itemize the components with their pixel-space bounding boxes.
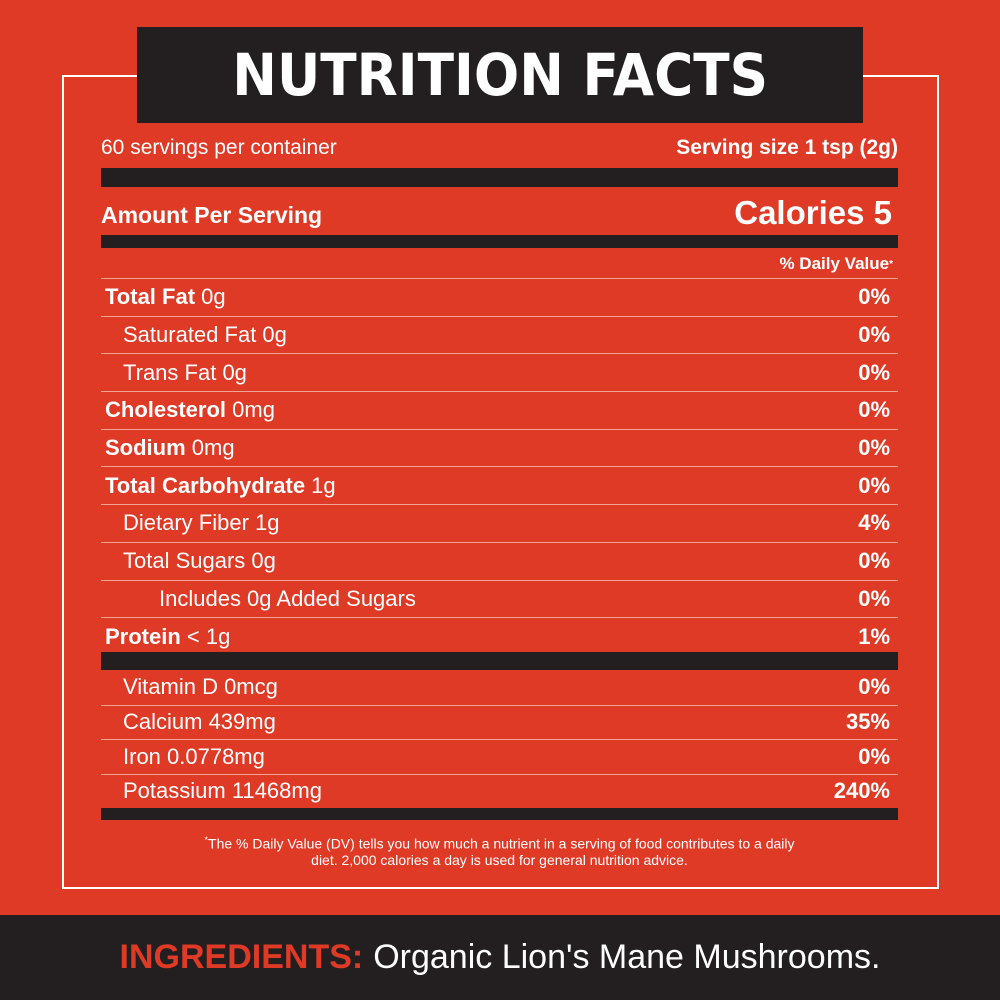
serving-info: 60 servings per container Serving size 1… (101, 132, 898, 164)
vitamin-row: Vitamin D 0mcg 0% (101, 670, 898, 705)
nutrient-row: Cholesterol 0mg 0% (101, 391, 898, 429)
daily-value-footnote: *The % Daily Value (DV) tells you how mu… (101, 832, 898, 868)
nutrient-name: Sodium (105, 435, 186, 461)
nutrient-amount: 0g (195, 284, 226, 310)
nutrient-row: Includes 0g Added Sugars 0% (101, 579, 898, 618)
servings-per-container: 60 servings per container (101, 136, 337, 159)
nutrient-row: Trans Fat 0g 0% (101, 353, 898, 391)
nutrient-amount: 0g (216, 359, 247, 385)
vitamin-row: Calcium 439mg 35% (101, 704, 898, 740)
vitamin-daily-value: 0% (858, 743, 890, 769)
nutrient-name: Total Carbohydrate (105, 472, 306, 498)
nutrient-amount: < 1g (180, 623, 231, 649)
vitamin-row: Potassium 11468mg 240% (101, 773, 898, 809)
nutrient-amount: 1g (248, 510, 280, 536)
nutrient-daily-value: 0% (858, 322, 890, 348)
nutrient-name: Trans Fat (123, 359, 217, 385)
nutrient-name: Protein (105, 623, 181, 649)
nutrient-label: Includes 0g Added Sugars (101, 586, 416, 612)
thick-divider-protein (101, 652, 898, 670)
nutrient-daily-value: 0% (858, 435, 890, 461)
page-title: NUTRITION FACTS (232, 41, 768, 109)
nutrient-label: Total Fat 0g (101, 284, 226, 310)
title-banner: NUTRITION FACTS (137, 27, 863, 123)
nutrient-amount: 0mg (185, 435, 235, 461)
calories-value: Calories 5 (734, 193, 892, 231)
nutrient-daily-value: 0% (858, 585, 890, 611)
nutrient-label: Protein < 1g (101, 624, 230, 650)
nutrient-amount: 0g (245, 548, 276, 574)
serving-size: Serving size 1 tsp (2g) (676, 136, 898, 159)
nutrient-row: Dietary Fiber 1g 4% (101, 504, 898, 542)
nutrient-daily-value: 4% (858, 510, 890, 536)
nutrient-name: Total Fat (105, 284, 196, 310)
nutrient-row: Sodium 0mg 0% (101, 428, 898, 467)
nutrient-name: Dietary Fiber (123, 510, 249, 536)
nutrient-label: Saturated Fat 0g (101, 322, 287, 348)
thick-divider-top (101, 168, 898, 187)
ingredients-band: INGREDIENTS: Organic Lion's Mane Mushroo… (0, 915, 1000, 1000)
ingredients-value: Organic Lion's Mane Mushrooms. (373, 938, 881, 976)
nutrient-daily-value: 1% (858, 623, 890, 649)
amount-per-serving-label: Amount Per Serving (101, 202, 323, 228)
nutrient-daily-value: 0% (858, 359, 890, 385)
daily-value-header: % Daily Value * (101, 250, 898, 278)
nutrient-daily-value: 0% (858, 284, 890, 310)
nutrient-row: Total Fat 0g 0% (101, 278, 898, 316)
vitamin-daily-value: 240% (833, 778, 890, 804)
nutrient-label: Total Sugars 0g (101, 548, 276, 574)
nutrient-row: Saturated Fat 0g 0% (101, 315, 898, 354)
nutrient-list: Total Fat 0g 0% Saturated Fat 0g 0% Trans Fa… (101, 278, 898, 655)
nutrient-name: Total Sugars (123, 548, 246, 574)
nutrient-daily-value: 0% (858, 548, 890, 574)
nutrient-label: Dietary Fiber 1g (101, 510, 280, 536)
vitamin-label: Calcium 439mg (123, 709, 276, 735)
daily-value-asterisk: * (889, 258, 893, 270)
nutrient-label: Total Carbohydrate 1g (101, 473, 336, 499)
daily-value-header-label: % Daily Value (779, 254, 890, 273)
vitamin-daily-value: 35% (845, 709, 890, 735)
nutrient-daily-value: 0% (858, 472, 890, 498)
nutrient-label: Sodium 0mg (101, 435, 235, 461)
nutrient-amount: 0g (256, 322, 287, 348)
nutrient-name: Cholesterol (105, 397, 227, 423)
medium-divider (101, 235, 898, 248)
vitamin-label: Potassium 11468mg (123, 778, 322, 804)
thick-divider-bottom (101, 808, 898, 820)
vitamin-label: Iron 0.0778mg (123, 743, 265, 769)
nutrient-row: Protein < 1g 1% (101, 617, 898, 655)
nutrient-row: Total Carbohydrate 1g 0% (101, 466, 898, 504)
vitamin-label: Vitamin D 0mcg (123, 674, 278, 700)
nutrient-name: Includes 0g Added Sugars (159, 585, 416, 611)
vitamin-mineral-list: Vitamin D 0mcg 0% Calcium 439mg 35% Iron 0.0… (101, 670, 898, 808)
nutrient-label: Cholesterol 0mg (101, 397, 275, 423)
footnote-line-1: The % Daily Value (DV) tells you how muc… (208, 835, 795, 852)
vitamin-daily-value: 0% (858, 674, 890, 700)
nutrient-daily-value: 0% (858, 397, 890, 423)
nutrient-label: Trans Fat 0g (101, 360, 247, 386)
footnote-asterisk: * (204, 835, 209, 845)
nutrient-amount: 0mg (226, 397, 275, 423)
amount-per-serving-row: Amount Per Serving Calories 5 (101, 190, 898, 235)
nutrient-amount: 1g (305, 472, 336, 498)
nutrient-row: Total Sugars 0g 0% (101, 541, 898, 580)
vitamin-row: Iron 0.0778mg 0% (101, 739, 898, 774)
footnote-line-2: diet. 2,000 calories a day is used for g… (311, 851, 688, 868)
nutrient-name: Saturated Fat (123, 322, 257, 348)
ingredients-label: INGREDIENTS: (119, 938, 364, 976)
